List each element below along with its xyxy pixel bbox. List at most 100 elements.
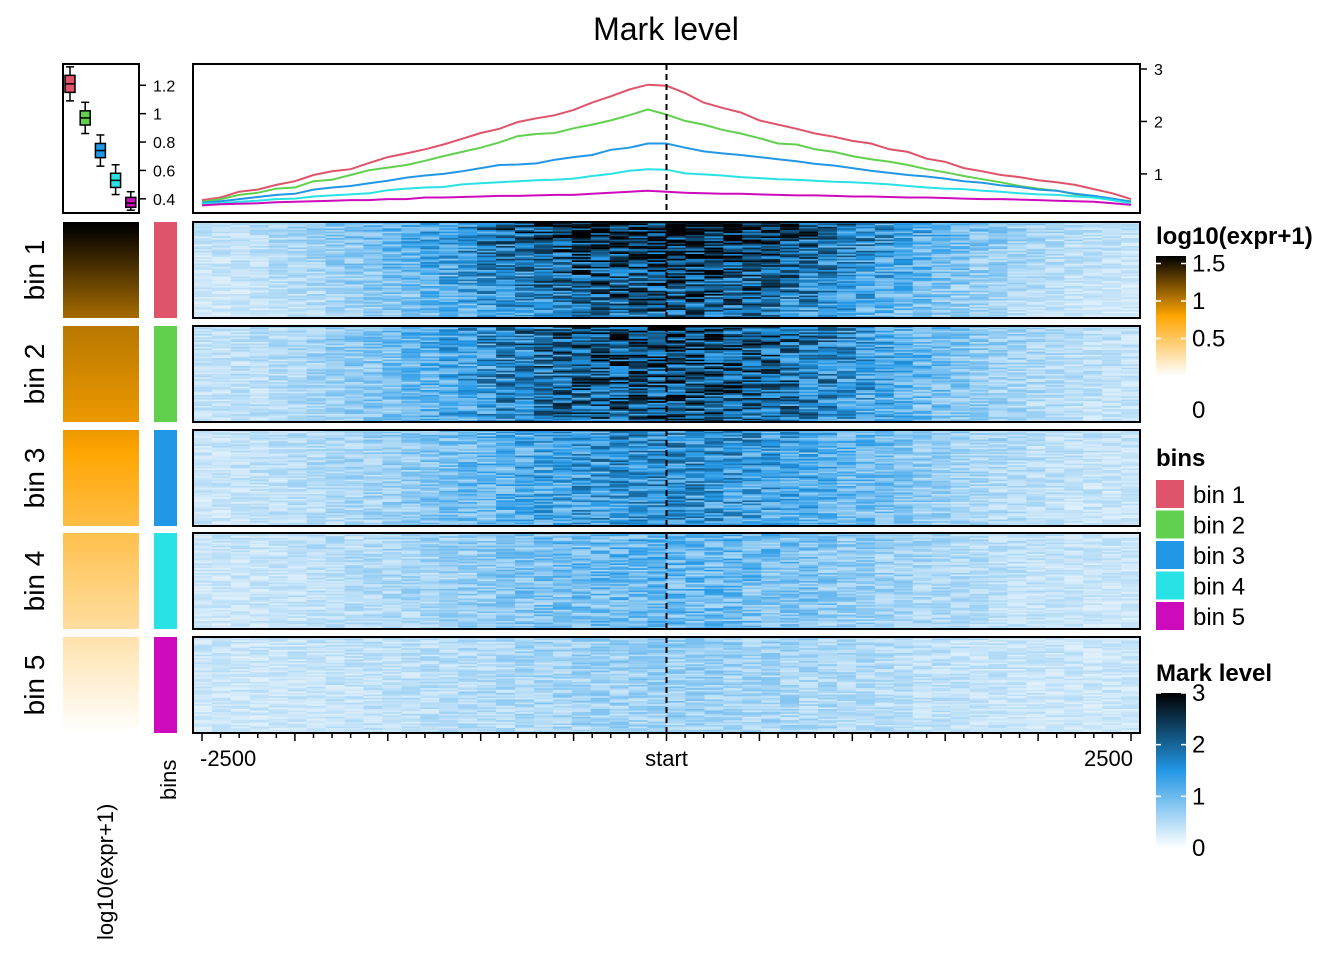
heatmap-cell	[533, 233, 554, 236]
heatmap-cell	[609, 284, 630, 287]
heatmap-cell	[420, 270, 440, 272]
heatmap-cell	[874, 329, 895, 332]
heatmap-cell	[931, 278, 952, 280]
heatmap-cell	[818, 223, 838, 226]
heatmap-cell	[287, 329, 308, 332]
heatmap-cell	[193, 246, 213, 248]
heatmap-cell	[818, 298, 838, 301]
heatmap-cell	[1121, 302, 1141, 304]
heatmap-cell	[704, 330, 724, 333]
heatmap-cell	[836, 295, 857, 298]
heatmap-cell	[647, 302, 668, 304]
heatmap-cell	[609, 266, 630, 269]
heatmap-cell	[306, 334, 327, 336]
heatmap-cell	[855, 258, 876, 261]
heatmap-cell	[590, 274, 611, 277]
heatmap-cell	[514, 252, 535, 255]
heatmap-cell	[988, 290, 1009, 293]
heatmap-cell	[647, 303, 668, 306]
heatmap-cell	[363, 340, 383, 343]
heatmap-cell	[193, 258, 213, 261]
heatmap-cell	[836, 236, 857, 239]
heatmap-cell	[799, 231, 819, 234]
heatmap-cell	[628, 271, 649, 274]
heatmap-cell	[780, 233, 800, 236]
heatmap-cell	[893, 305, 914, 308]
heatmap-cell	[268, 241, 289, 244]
heatmap-cell	[1102, 228, 1122, 231]
heatmap-cell	[1064, 225, 1084, 228]
heatmap-cell	[514, 242, 535, 245]
heatmap-cell	[931, 274, 952, 277]
heatmap-cell	[514, 345, 535, 348]
heatmap-cell	[893, 236, 914, 239]
heatmap-cell	[571, 226, 592, 229]
heatmap-cell	[647, 348, 668, 351]
heatmap-cell	[590, 289, 611, 292]
heatmap-cell	[969, 284, 990, 287]
heatmap-cell	[818, 247, 838, 250]
heatmap-cell	[723, 268, 743, 271]
heatmap-cell	[704, 348, 724, 351]
heatmap-cell	[1045, 327, 1065, 330]
heatmap-cell	[458, 265, 478, 268]
heatmap-cell	[401, 330, 421, 333]
heatmap-cell	[855, 346, 876, 349]
heatmap-cell	[647, 284, 668, 287]
heatmap-cell	[1083, 230, 1103, 232]
heatmap-cell	[912, 311, 933, 314]
heatmap-cell	[874, 279, 895, 282]
heatmap-cell	[988, 338, 1009, 341]
heatmap-cell	[401, 271, 421, 274]
heatmap-cell	[249, 234, 270, 237]
heatmap-cell	[382, 238, 402, 240]
heatmap-cell	[723, 246, 743, 248]
heatmap-cell	[666, 276, 687, 279]
heatmap-cell	[761, 238, 781, 240]
heatmap-cell	[363, 337, 383, 340]
heatmap-cell	[1045, 276, 1065, 279]
heatmap-cell	[1045, 244, 1065, 247]
heatmap-cell	[780, 313, 800, 316]
heatmap-cell	[249, 225, 270, 228]
heatmap-cell	[382, 287, 402, 290]
heatmap-cell	[742, 284, 762, 287]
heatmap-cell	[1026, 276, 1046, 279]
heatmap-cell	[666, 332, 687, 335]
heatmap-cell	[950, 345, 971, 348]
heatmap-cell	[249, 276, 270, 279]
heatmap-cell	[1083, 340, 1103, 343]
heatmap-cell	[439, 231, 459, 234]
heatmap-cell	[912, 335, 933, 338]
heatmap-cell	[514, 310, 535, 312]
heatmap-cell	[401, 233, 421, 236]
heatmap-cell	[590, 241, 611, 244]
heatmap-cell	[1045, 247, 1065, 250]
heatmap-cell	[742, 268, 762, 271]
heatmap-cell	[533, 292, 554, 295]
heatmap-cell	[458, 297, 478, 300]
heatmap-cell	[571, 345, 592, 348]
heatmap-cell	[306, 290, 327, 293]
heatmap-cell	[1083, 290, 1103, 293]
heatmap-cell	[685, 247, 705, 250]
heatmap-cell	[249, 286, 270, 288]
heatmap-cell	[552, 306, 573, 309]
heatmap-cell	[893, 281, 914, 284]
heatmap-cell	[609, 250, 630, 253]
heatmap-cell	[874, 282, 895, 285]
heatmap-cell	[666, 303, 687, 306]
heatmap-cell	[571, 343, 592, 346]
heatmap-cell	[496, 273, 516, 276]
heatmap-cell	[931, 338, 952, 341]
heatmap-cell	[590, 242, 611, 245]
heatmap-cell	[988, 334, 1009, 336]
heatmap-cell	[723, 252, 743, 255]
heatmap-cell	[1121, 234, 1141, 237]
heatmap-cell	[799, 348, 819, 351]
heatmap-cell	[287, 340, 308, 343]
heatmap-cell	[1026, 273, 1046, 276]
heatmap-cell	[1121, 279, 1141, 282]
heatmap-cell	[533, 329, 554, 332]
heatmap-cell	[742, 297, 762, 300]
